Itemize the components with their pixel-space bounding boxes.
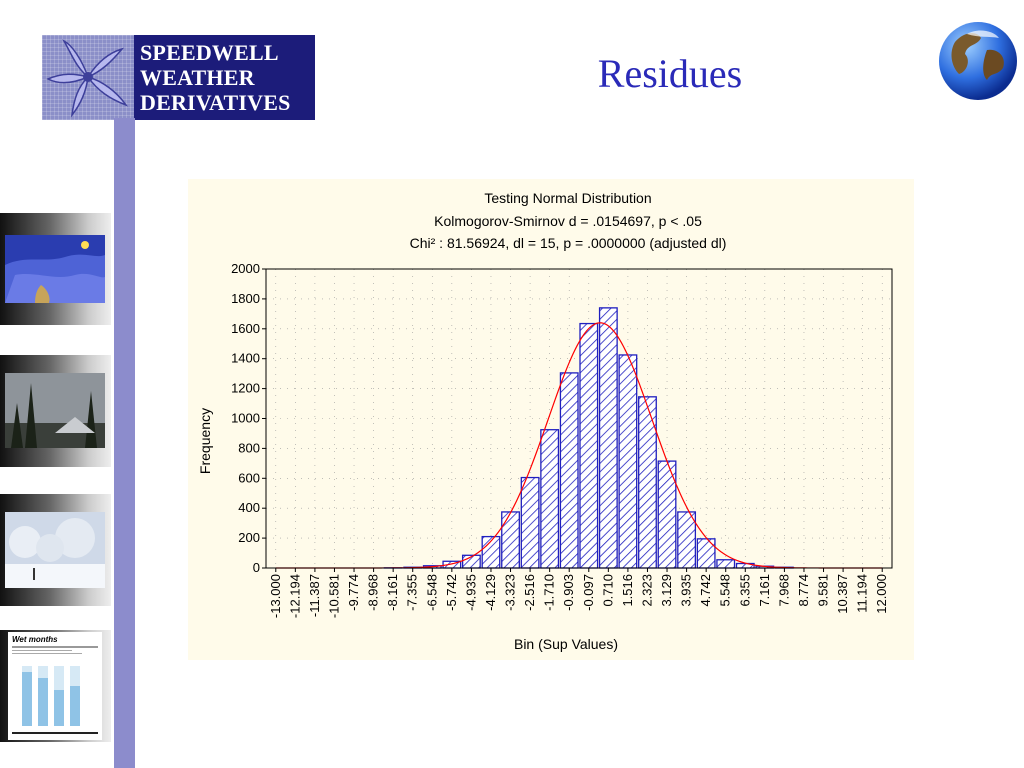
logo-text: SPEEDWELL WEATHER DERIVATIVES [140, 40, 291, 115]
chart-subtitle-ks: Kolmogorov-Smirnov d = .0154697, p < .05 [434, 213, 702, 229]
x-tick-label: -0.903 [561, 574, 576, 611]
x-tick-label: -11.387 [307, 574, 322, 617]
x-tick-label: 3.935 [679, 574, 694, 607]
chart-panel: Testing Normal Distribution Kolmogorov-S… [188, 179, 914, 660]
wet-months-thumbnail: Wet months [8, 632, 102, 740]
histogram-bar [618, 354, 638, 569]
histogram-bar [677, 511, 697, 569]
x-tick-label: -8.161 [385, 574, 400, 611]
thumbnail-weather-map [0, 213, 111, 325]
histogram-bar [696, 538, 716, 569]
flower-logo-icon [42, 35, 134, 120]
x-tick-label: 1.516 [620, 574, 635, 607]
sidebar-bar [114, 118, 135, 768]
slide-title: Residues [597, 51, 743, 96]
y-tick-label: 1400 [231, 351, 260, 366]
x-tick-label: 2.323 [639, 574, 654, 607]
x-tick-label: 12.000 [874, 574, 889, 614]
thumbnail-forest-clouds [0, 355, 111, 467]
histogram-chart: Testing Normal Distribution Kolmogorov-S… [197, 190, 893, 652]
histogram-bar [540, 429, 560, 569]
y-tick-label: 2000 [231, 261, 260, 276]
logo-line: DERIVATIVES [140, 90, 291, 115]
x-tick-label: -10.581 [326, 574, 341, 618]
x-tick-label: -1.710 [542, 574, 557, 611]
x-tick-label: -13.000 [268, 574, 283, 618]
y-tick-label: 400 [238, 500, 260, 515]
x-tick-label: -3.323 [503, 574, 518, 611]
x-tick-label: 4.742 [698, 574, 713, 607]
chart-subtitle-chi: Chi² : 81.56924, dl = 15, p = .0000000 (… [410, 235, 727, 251]
wet-months-caption: Wet months [12, 635, 58, 644]
logo-line: WEATHER [140, 65, 255, 90]
x-tick-label: 11.194 [855, 574, 870, 613]
x-tick-label: -2.516 [522, 574, 537, 611]
y-tick-label: 1200 [231, 381, 260, 396]
y-axis-label: Frequency [197, 408, 213, 474]
x-tick-label: 8.774 [796, 574, 811, 607]
speedwell-logo: SPEEDWELL WEATHER DERIVATIVES [42, 35, 315, 120]
x-tick-label: 7.968 [776, 574, 791, 607]
x-tick-label: -8.968 [366, 574, 381, 611]
x-tick-label: 7.161 [757, 574, 772, 607]
thumbnail-wet-months: Wet months [0, 630, 111, 742]
histogram-bar [716, 559, 736, 569]
y-tick-label: 0 [253, 560, 260, 575]
histogram-bar [559, 372, 579, 569]
normal-fit-curve [275, 322, 883, 569]
y-tick-label: 600 [238, 470, 260, 485]
logo-line: SPEEDWELL [140, 40, 279, 65]
y-tick-label: 1800 [231, 291, 260, 306]
x-tick-label: -7.355 [405, 574, 420, 611]
x-tick-label: 9.581 [816, 574, 831, 607]
x-tick-label: 3.129 [659, 574, 674, 607]
x-tick-label: -0.097 [581, 574, 596, 611]
x-tick-label: 5.548 [718, 574, 733, 607]
x-tick-label: -12.194 [287, 574, 302, 618]
histogram-bar [501, 511, 520, 569]
x-tick-label: -9.774 [346, 574, 361, 611]
x-axis-label: Bin (Sup Values) [514, 636, 618, 652]
globe-icon [939, 22, 1017, 100]
x-tick-label: 10.387 [835, 574, 850, 614]
x-tick-label: -6.548 [424, 574, 439, 611]
x-tick-label: -5.742 [444, 574, 459, 611]
chart-title: Testing Normal Distribution [484, 190, 651, 206]
thumbnail-snowy-trees [0, 494, 111, 606]
histogram-bar [598, 307, 618, 569]
y-tick-label: 200 [238, 530, 260, 545]
x-tick-label: -4.129 [483, 574, 498, 611]
x-tick-label: 0.710 [600, 574, 615, 607]
x-tick-label: 6.355 [737, 574, 752, 607]
x-tick-label: -4.935 [463, 574, 478, 611]
histogram-bar [579, 322, 599, 569]
y-tick-label: 1600 [231, 321, 260, 336]
y-tick-label: 800 [238, 440, 260, 455]
histogram-bar [520, 476, 540, 569]
y-tick-label: 1000 [231, 411, 260, 426]
